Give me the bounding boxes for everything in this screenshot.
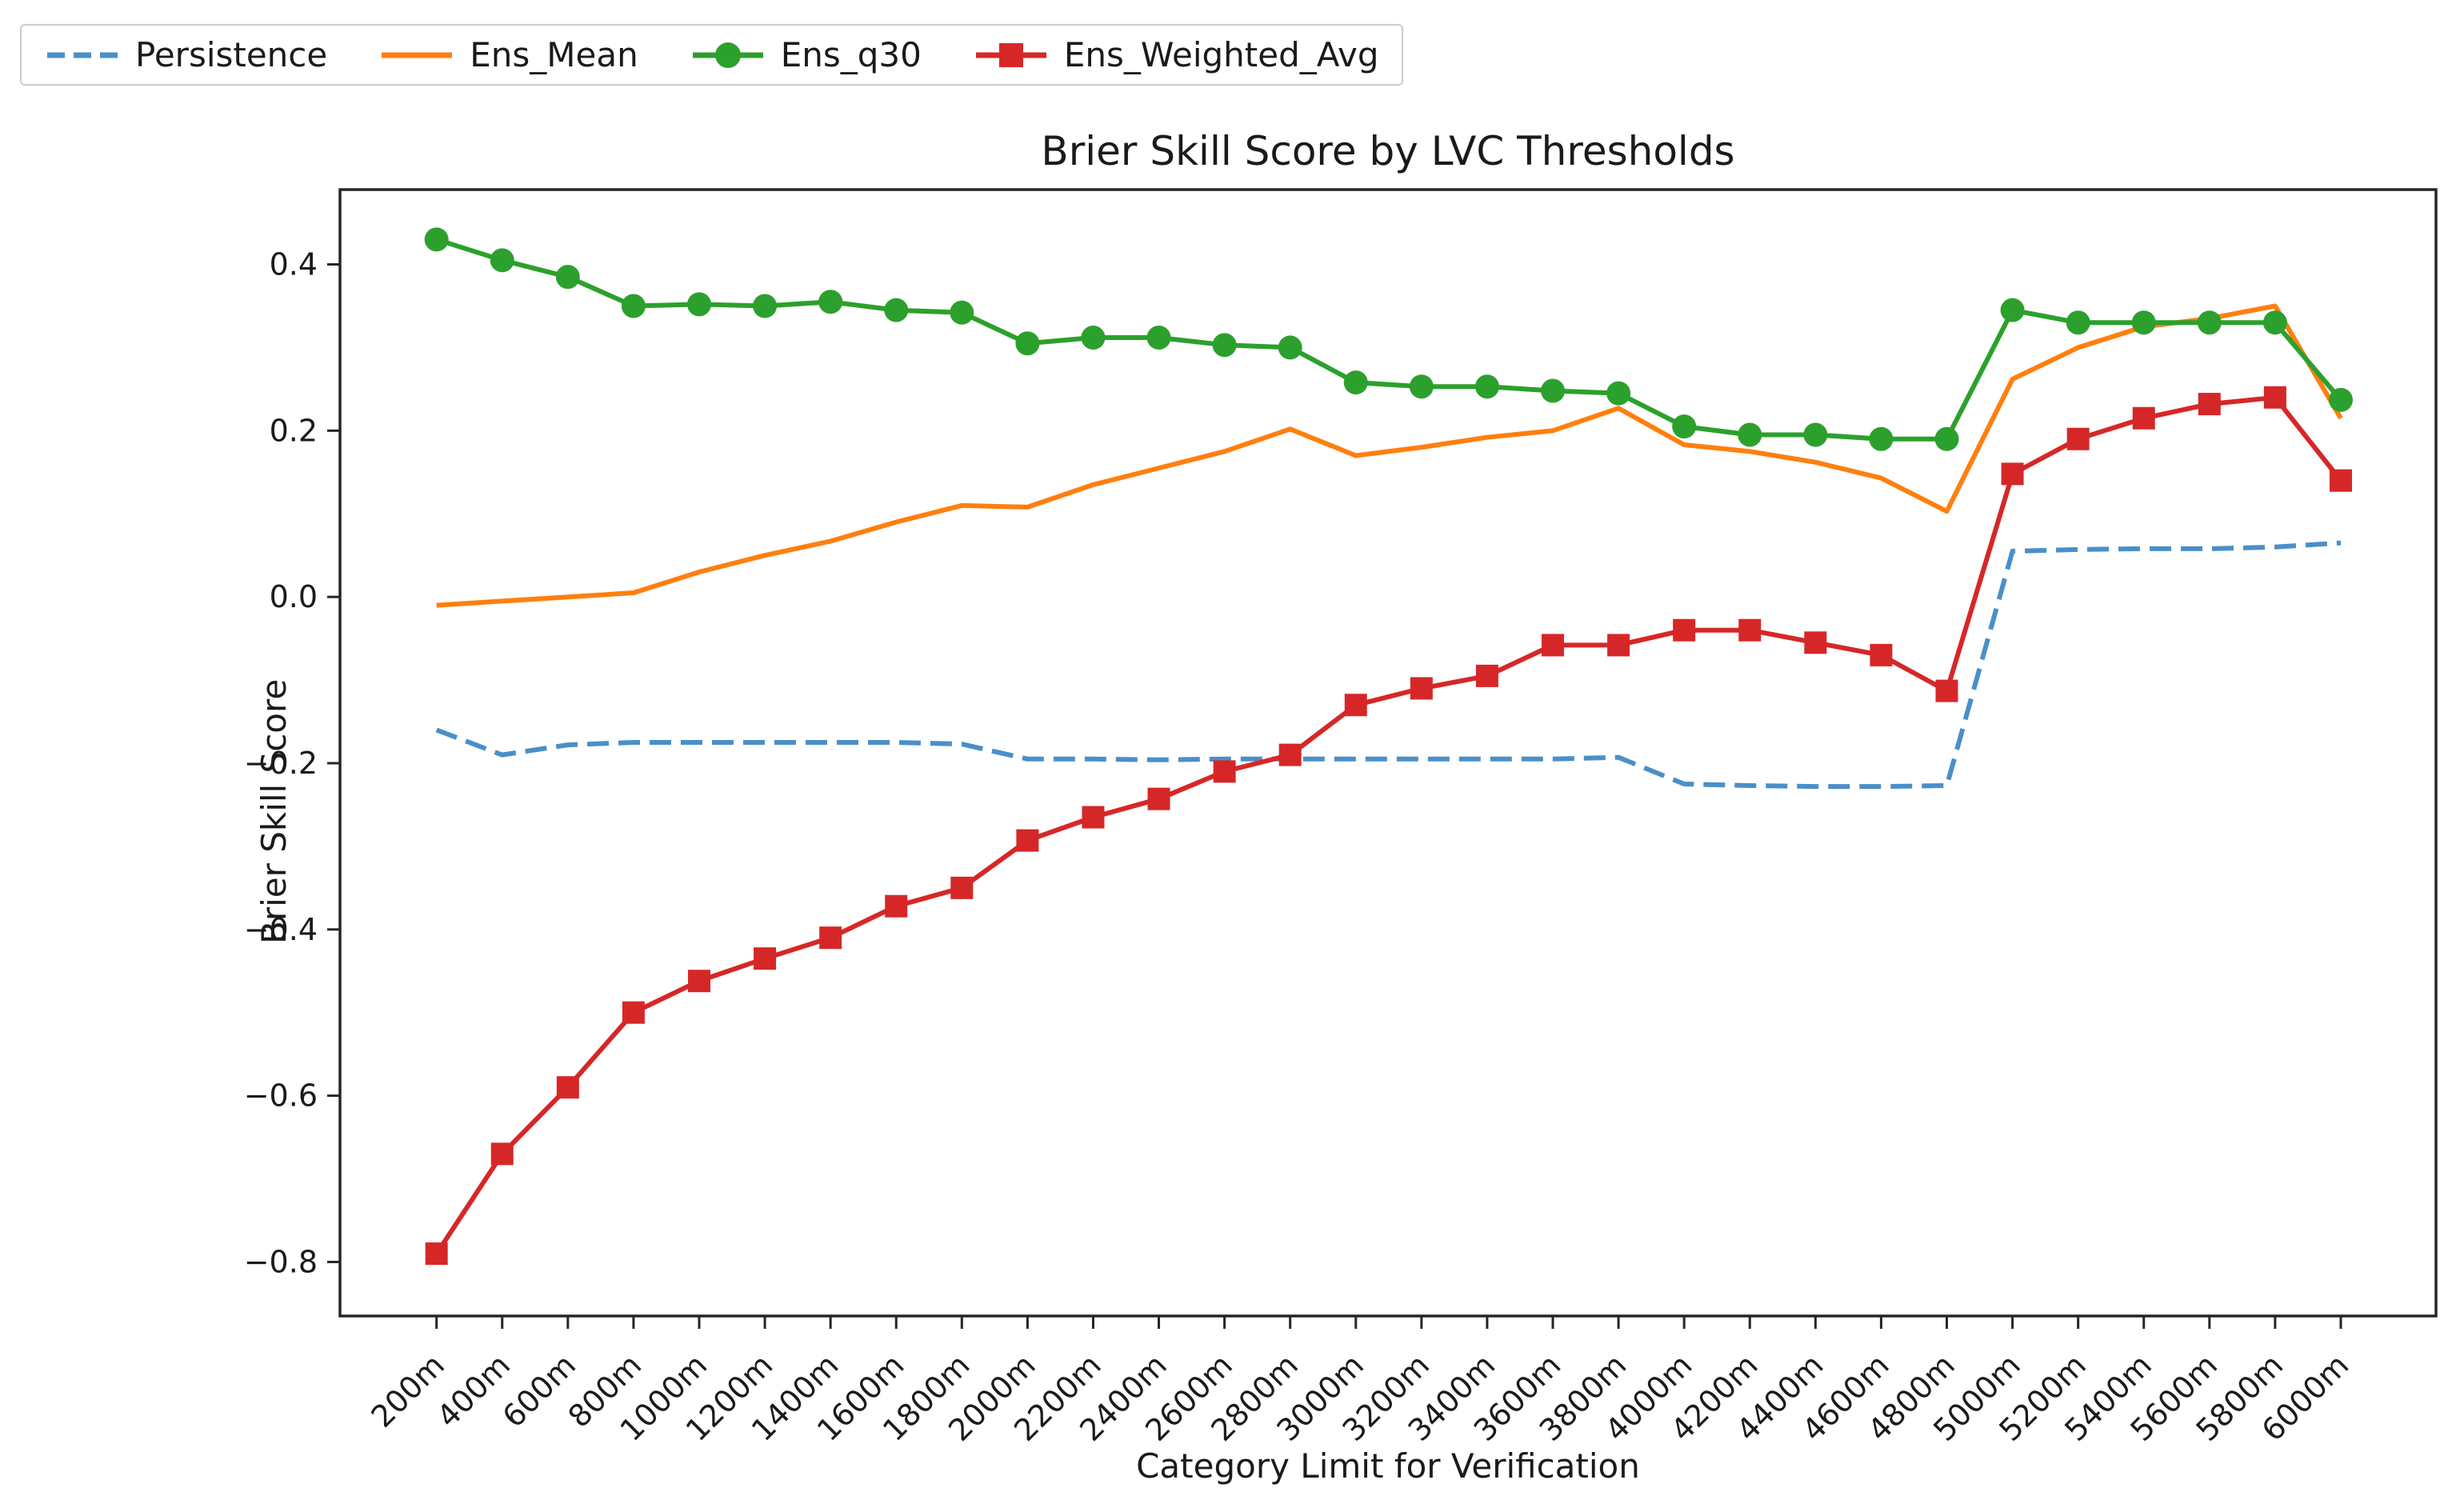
series-marker-ens_weighted_avg (1542, 634, 1565, 657)
legend-sample-ens_weighted_avg-icon (975, 42, 1046, 67)
series-marker-ens_weighted_avg (1147, 787, 1170, 810)
legend: Persistence Ens_Mean Ens_q30 Ens_Weighted_A… (20, 24, 1403, 86)
series-marker-ens_q30 (424, 227, 449, 252)
legend-item-persistence: Persistence (44, 35, 327, 74)
series-marker-ens_weighted_avg (1016, 829, 1039, 852)
series-line-persistence (435, 540, 2342, 790)
legend-item-ens_q30: Ens_q30 (690, 35, 922, 74)
y-tick-label: −0.8 (244, 1244, 318, 1279)
series-marker-ens_q30 (1541, 378, 1566, 403)
series-marker-ens_q30 (490, 248, 514, 273)
series-marker-ens_q30 (1738, 422, 1762, 447)
series-marker-ens_q30 (1278, 335, 1302, 360)
series-marker-ens_weighted_avg (885, 894, 908, 918)
y-tick-label: 0.4 (270, 247, 318, 282)
legend-sample-ens_q30-icon (692, 42, 763, 68)
series-marker-ens_q30 (950, 300, 974, 325)
legend-sample-persistence-icon (47, 52, 118, 58)
series-marker-ens_q30 (2328, 387, 2353, 412)
series-marker-ens_q30 (818, 290, 843, 314)
series-marker-ens_weighted_avg (1278, 743, 1302, 766)
y-tick-label: −0.4 (244, 912, 318, 947)
plot-border (338, 188, 2438, 1318)
series-marker-ens_weighted_avg (1213, 760, 1236, 783)
series-marker-ens_weighted_avg (819, 926, 842, 950)
series-marker-ens_q30 (1474, 374, 1499, 399)
series-marker-ens_q30 (1146, 325, 1171, 350)
series-marker-ens_weighted_avg (1344, 694, 1367, 717)
series-marker-ens_q30 (1803, 422, 1828, 447)
series-marker-ens_q30 (1409, 374, 1434, 399)
series-line-ens_mean (436, 303, 2343, 608)
series-marker-ens_q30 (1015, 331, 1040, 356)
x-tick-label: 200m (364, 1347, 451, 1434)
series-marker-ens_q30 (621, 294, 646, 318)
series-marker-ens_weighted_avg (2132, 406, 2155, 430)
series-marker-ens_weighted_avg (1673, 618, 1696, 642)
series-marker-ens_weighted_avg (2066, 427, 2090, 450)
series-marker-ens_weighted_avg (2329, 469, 2352, 492)
series-marker-ens_weighted_avg (556, 1076, 579, 1099)
legend-label: Ens_q30 (780, 35, 922, 74)
series-marker-ens_q30 (2131, 310, 2156, 335)
legend-label: Persistence (135, 35, 328, 74)
series-marker-ens_weighted_avg (622, 1001, 645, 1024)
series-marker-ens_weighted_avg (1475, 664, 1498, 687)
series-marker-ens_weighted_avg (2198, 393, 2221, 416)
legend-item-ens_mean: Ens_Mean (378, 35, 638, 74)
series-marker-ens_weighted_avg (1935, 679, 1958, 702)
x-tick-label: 400m (430, 1347, 518, 1434)
series-line-ens_weighted_avg (434, 394, 2343, 1255)
series-marker-ens_q30 (1606, 381, 1631, 406)
series-marker-ens_q30 (1081, 325, 1106, 350)
series-marker-ens_q30 (1212, 333, 1237, 358)
chart-title: Brier Skill Score by LVC Thresholds (1041, 128, 1735, 174)
series-marker-ens_weighted_avg (490, 1142, 514, 1166)
series-marker-ens_weighted_avg (1410, 677, 1433, 700)
series-marker-ens_q30 (1869, 426, 1894, 451)
series-marker-ens_weighted_avg (1738, 618, 1762, 642)
series-marker-ens_weighted_avg (2001, 462, 2024, 486)
series-marker-ens_weighted_avg (425, 1242, 448, 1266)
series-marker-ens_q30 (555, 265, 580, 290)
y-tick-label: 0.0 (270, 579, 318, 614)
series-line-ens_q30 (435, 237, 2343, 442)
series-marker-ens_q30 (884, 298, 909, 322)
series-marker-ens_weighted_avg (2263, 386, 2286, 409)
series-marker-ens_weighted_avg (1870, 643, 1893, 666)
x-tick-label: 600m (496, 1347, 583, 1434)
series-marker-ens_weighted_avg (1082, 806, 1105, 829)
legend-item-ens_weighted_avg: Ens_Weighted_Avg (973, 35, 1379, 74)
series-marker-ens_weighted_avg (950, 876, 974, 899)
series-marker-ens_q30 (2000, 298, 2025, 322)
y-tick-label: −0.2 (244, 746, 318, 781)
series-marker-ens_q30 (1672, 414, 1697, 439)
series-marker-ens_q30 (753, 294, 778, 318)
x-axis-label: Category Limit for Verification (1136, 1446, 1640, 1486)
series-marker-ens_weighted_avg (1804, 631, 1827, 654)
series-marker-ens_weighted_avg (1607, 634, 1630, 657)
series-marker-ens_q30 (2262, 310, 2287, 335)
series-marker-ens_q30 (2197, 310, 2222, 335)
series-marker-ens_weighted_avg (687, 970, 710, 993)
series-marker-ens_q30 (2066, 310, 2090, 335)
y-tick-label: −0.6 (244, 1078, 318, 1114)
series-marker-ens_weighted_avg (754, 947, 777, 970)
legend-label: Ens_Mean (470, 35, 638, 74)
y-tick-label: 0.2 (270, 413, 318, 448)
series-marker-ens_q30 (1343, 370, 1368, 395)
legend-sample-ens_mean-icon (382, 52, 453, 58)
series-marker-ens_q30 (686, 292, 711, 317)
legend-label: Ens_Weighted_Avg (1063, 35, 1379, 74)
series-marker-ens_q30 (1934, 426, 1959, 451)
